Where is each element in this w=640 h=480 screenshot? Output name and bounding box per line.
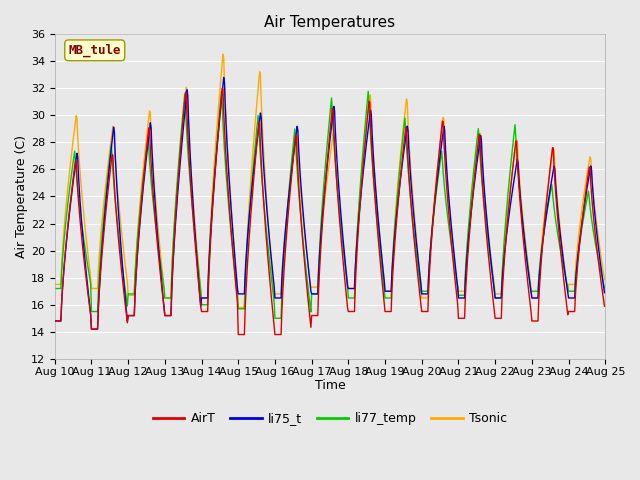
Legend: AirT, li75_t, li77_temp, Tsonic: AirT, li75_t, li77_temp, Tsonic	[148, 408, 512, 431]
Title: Air Temperatures: Air Temperatures	[264, 15, 396, 30]
Y-axis label: Air Temperature (C): Air Temperature (C)	[15, 135, 28, 258]
Text: MB_tule: MB_tule	[68, 44, 121, 57]
X-axis label: Time: Time	[315, 379, 346, 392]
